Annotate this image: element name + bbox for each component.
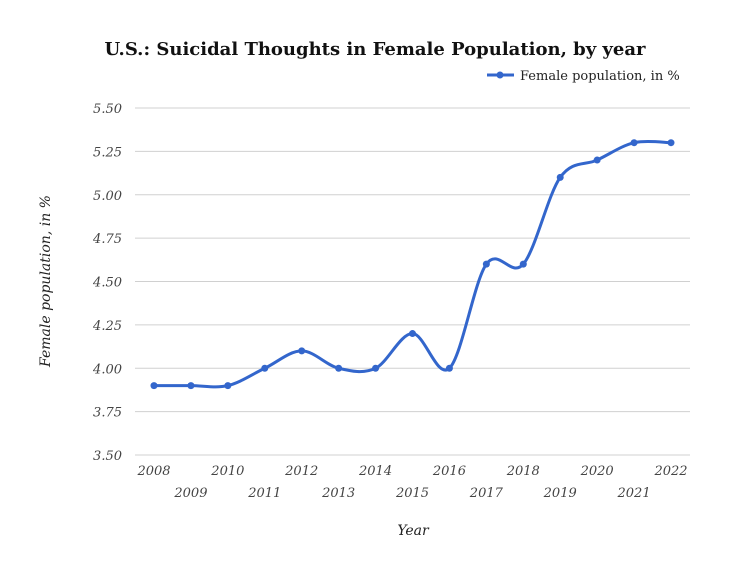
- legend: Female population, in %: [487, 69, 680, 84]
- data-point: [187, 382, 195, 390]
- y-tick-label: 5.25: [93, 145, 122, 160]
- data-point: [667, 139, 675, 147]
- x-tick-label: 2019: [543, 486, 577, 501]
- y-tick-label: 3.75: [93, 406, 122, 421]
- x-axis-label: Year: [397, 523, 430, 539]
- x-tick-label: 2009: [173, 486, 207, 501]
- x-tick-label: 2017: [469, 486, 504, 501]
- data-point: [445, 364, 453, 372]
- y-tick-label: 4.75: [92, 232, 122, 247]
- y-tick-label: 4.25: [92, 319, 122, 334]
- y-tick-label: 5.00: [93, 189, 122, 204]
- legend-marker-icon: [496, 71, 504, 79]
- data-point: [519, 260, 527, 268]
- data-point: [224, 382, 232, 390]
- data-point: [556, 173, 564, 181]
- data-point: [372, 364, 380, 372]
- x-tick-label: 2010: [210, 464, 244, 479]
- y-tick-label: 4.00: [92, 362, 122, 377]
- x-tick-label: 2008: [136, 464, 170, 479]
- data-point: [261, 364, 269, 372]
- data-point: [150, 382, 158, 390]
- y-tick-label: 5.50: [93, 102, 122, 117]
- x-tick-label: 2016: [432, 464, 466, 479]
- y-tick-label: 4.50: [92, 276, 122, 291]
- y-tick-label: 3.50: [93, 449, 122, 464]
- x-tick-label: 2014: [358, 464, 392, 479]
- x-tick-label: 2020: [580, 464, 614, 479]
- data-point: [298, 347, 306, 355]
- chart-title: U.S.: Suicidal Thoughts in Female Popula…: [105, 39, 646, 60]
- data-point: [630, 139, 638, 147]
- data-point: [335, 364, 343, 372]
- x-tick-label: 2021: [617, 486, 651, 501]
- y-axis-label: Female population, in %: [38, 195, 54, 368]
- x-tick-label: 2015: [395, 486, 429, 501]
- x-tick-label: 2012: [284, 464, 318, 479]
- data-point: [409, 330, 416, 338]
- legend-label: Female population, in %: [520, 69, 680, 84]
- x-tick-label: 2011: [247, 486, 281, 501]
- data-point: [593, 156, 601, 164]
- x-tick-label: 2013: [321, 486, 355, 501]
- data-point: [482, 260, 490, 268]
- x-tick-label: 2018: [506, 464, 540, 479]
- series-line: [154, 139, 672, 389]
- x-tick-label: 2022: [653, 464, 687, 479]
